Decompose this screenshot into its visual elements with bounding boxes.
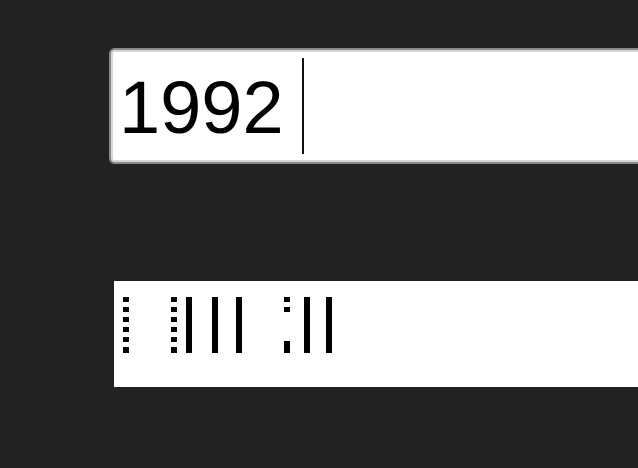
barcode-display	[114, 281, 638, 387]
barcode-icon	[123, 297, 332, 353]
year-input[interactable]	[119, 68, 638, 148]
year-input-container[interactable]	[111, 50, 638, 162]
text-caret	[302, 58, 304, 154]
